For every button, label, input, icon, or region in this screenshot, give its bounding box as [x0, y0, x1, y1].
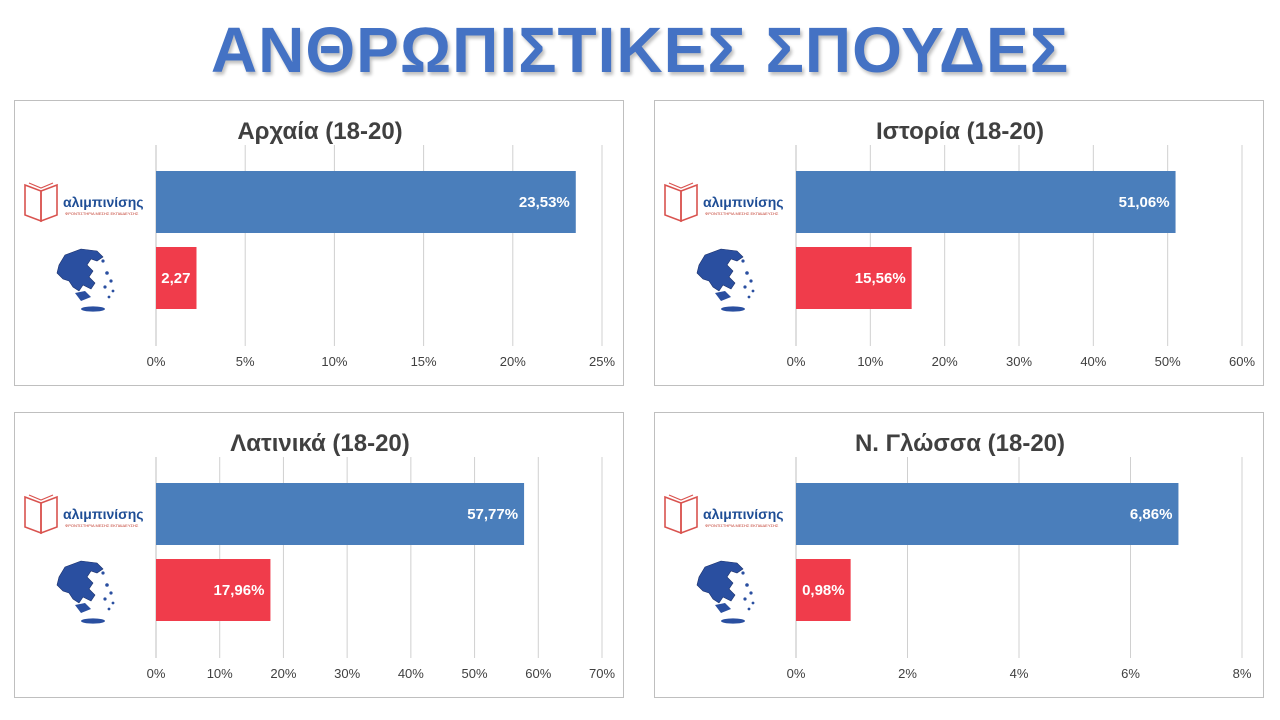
data-label: 0,98% — [802, 582, 845, 599]
book-icon — [24, 182, 58, 223]
book-icon — [24, 494, 58, 535]
greece-map-icon — [56, 248, 115, 312]
chart-title: Ιστορία (18-20) — [876, 118, 1044, 145]
x-tick-label: 8% — [1233, 666, 1252, 681]
x-tick-label: 10% — [321, 354, 347, 369]
x-tick-label: 60% — [525, 666, 551, 681]
x-tick-label: 15% — [411, 354, 437, 369]
x-tick-label: 6% — [1121, 666, 1140, 681]
bar-national — [156, 559, 271, 621]
x-tick-label: 0% — [787, 666, 806, 681]
x-tick-label: 50% — [462, 666, 488, 681]
bar-national — [796, 559, 851, 621]
bar-national — [156, 247, 197, 309]
x-tick-label: 25% — [589, 354, 615, 369]
x-tick-label: 10% — [857, 354, 883, 369]
x-tick-label: 70% — [589, 666, 615, 681]
bar-school — [156, 171, 576, 233]
chart-panel-latin: Λατινικά (18-20) 0% 10% 20% 30% 40% 50% 60% 70% 5… — [14, 412, 624, 698]
x-tick-label: 20% — [932, 354, 958, 369]
chart-title: Ν. Γλώσσα (18-20) — [855, 430, 1065, 457]
x-tick-label: 0% — [147, 666, 166, 681]
chart-svg-modern-greek: Ν. Γλώσσα (18-20) 0% 2% 4% 6% 8% 6,86% 0,98% αλι… — [664, 430, 1252, 681]
book-icon — [664, 182, 698, 223]
x-tick-label: 5% — [236, 354, 255, 369]
x-tick-label: 20% — [500, 354, 526, 369]
data-label: 15,56% — [855, 270, 906, 287]
page-title: ΑΝΘΡΩΠΙΣΤΙΚΕΣ ΣΠΟΥΔΕΣ — [210, 14, 1070, 86]
logo-name: αλιμπινίσης — [703, 194, 784, 210]
logo-name: αλιμπινίσης — [63, 194, 144, 210]
x-tick-label: 4% — [1010, 666, 1029, 681]
chart-svg-ancient-greek: Αρχαία (18-20) 0% 5% 10% 15% 20% 25% 23,53% 2,27… — [24, 118, 615, 369]
bar-national — [796, 247, 912, 309]
chart-title: Λατινικά (18-20) — [230, 430, 410, 457]
logo-name: αλιμπινίσης — [63, 506, 144, 522]
logo-name: αλιμπινίσης — [703, 506, 784, 522]
x-tick-label: 20% — [270, 666, 296, 681]
x-tick-label: 0% — [147, 354, 166, 369]
x-tick-label: 50% — [1155, 354, 1181, 369]
chart-panel-ancient-greek: Αρχαία (18-20) 0% 5% 10% 15% 20% 25% 23,53% 2,27… — [14, 100, 624, 386]
x-tick-label: 0% — [787, 354, 806, 369]
book-icon — [664, 494, 698, 535]
greece-map-icon — [696, 560, 755, 624]
chart-panel-modern-greek: Ν. Γλώσσα (18-20) 0% 2% 4% 6% 8% 6,86% 0,98% αλι… — [654, 412, 1264, 698]
logo-tagline: ΦΡΟΝΤΙΣΤΗΡΙΑ ΜΕΣΗΣ ΕΚΠΑΙΔΕΥΣΗΣ — [65, 211, 139, 216]
logo-tagline: ΦΡΟΝΤΙΣΤΗΡΙΑ ΜΕΣΗΣ ΕΚΠΑΙΔΕΥΣΗΣ — [65, 523, 139, 528]
x-tick-label: 40% — [1080, 354, 1106, 369]
data-label: 51,06% — [1119, 194, 1170, 211]
bar-school — [796, 483, 1179, 545]
x-tick-label: 30% — [1006, 354, 1032, 369]
logo-tagline: ΦΡΟΝΤΙΣΤΗΡΙΑ ΜΕΣΗΣ ΕΚΠΑΙΔΕΥΣΗΣ — [705, 211, 779, 216]
chart-svg-history: Ιστορία (18-20) 0% 10% 20% 30% 40% 50% 60% 51,06… — [664, 118, 1255, 369]
logo-tagline: ΦΡΟΝΤΙΣΤΗΡΙΑ ΜΕΣΗΣ ΕΚΠΑΙΔΕΥΣΗΣ — [705, 523, 779, 528]
chart-svg-latin: Λατινικά (18-20) 0% 10% 20% 30% 40% 50% 60% 70% 5… — [24, 430, 615, 681]
bar-school — [796, 171, 1176, 233]
data-label: 57,77% — [467, 506, 518, 523]
greece-map-icon — [56, 560, 115, 624]
data-label: 6,86% — [1130, 506, 1173, 523]
x-tick-label: 30% — [334, 666, 360, 681]
chart-title: Αρχαία (18-20) — [237, 118, 402, 145]
x-tick-label: 40% — [398, 666, 424, 681]
x-tick-label: 2% — [898, 666, 917, 681]
x-tick-label: 60% — [1229, 354, 1255, 369]
data-label: 17,96% — [214, 582, 265, 599]
x-tick-label: 10% — [207, 666, 233, 681]
greece-map-icon — [696, 248, 755, 312]
data-label: 23,53% — [519, 194, 570, 211]
data-label: 2,27 — [161, 270, 190, 287]
chart-panel-history: Ιστορία (18-20) 0% 10% 20% 30% 40% 50% 60% 51,06… — [654, 100, 1264, 386]
bar-school — [156, 483, 525, 545]
